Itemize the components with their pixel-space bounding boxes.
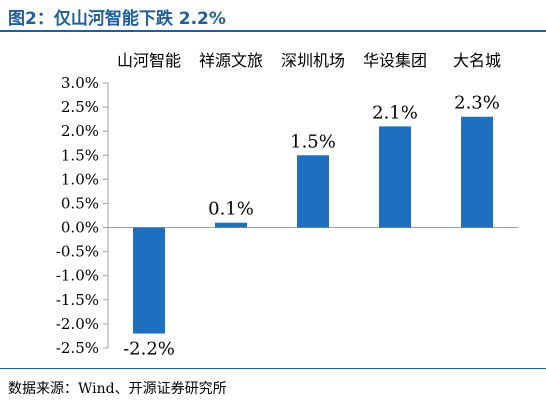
y-tick-label: -1.5% xyxy=(56,291,99,309)
category-label: 大名城 xyxy=(453,51,501,70)
y-tick-label: 1.0% xyxy=(61,170,99,188)
y-tick-label: 3.0% xyxy=(61,74,99,92)
y-tick-label: 2.0% xyxy=(61,122,99,140)
bar xyxy=(297,155,329,228)
y-tick-label: -0.5% xyxy=(56,243,99,261)
bar xyxy=(461,116,493,228)
y-tick-label: -2.5% xyxy=(56,339,99,357)
data-label: 0.1% xyxy=(208,199,254,220)
bar xyxy=(379,126,411,228)
data-label: 1.5% xyxy=(290,131,336,152)
bar xyxy=(215,222,247,228)
data-label: -2.2% xyxy=(123,339,175,360)
y-tick-label: 0.5% xyxy=(61,194,99,212)
y-tick-label: -2.0% xyxy=(56,315,99,333)
source-note: 数据来源：Wind、开源证券研究所 xyxy=(8,381,227,397)
y-tick-label: 2.5% xyxy=(61,98,99,116)
category-label: 祥源文旅 xyxy=(199,51,263,70)
bar xyxy=(133,227,165,334)
y-tick-label: -1.0% xyxy=(56,267,99,285)
data-label: 2.1% xyxy=(372,102,418,123)
bottom-rule xyxy=(0,368,546,369)
category-label: 山河智能 xyxy=(117,51,181,70)
title-rule xyxy=(0,30,546,32)
y-tick-label: 1.5% xyxy=(61,146,99,164)
category-label: 华设集团 xyxy=(363,51,427,70)
category-label: 深圳机场 xyxy=(281,51,345,70)
y-tick-label: 0.0% xyxy=(61,219,99,237)
data-label: 2.3% xyxy=(454,93,500,114)
figure-title: 图2：仅山河智能下跌 2.2% xyxy=(8,9,226,29)
